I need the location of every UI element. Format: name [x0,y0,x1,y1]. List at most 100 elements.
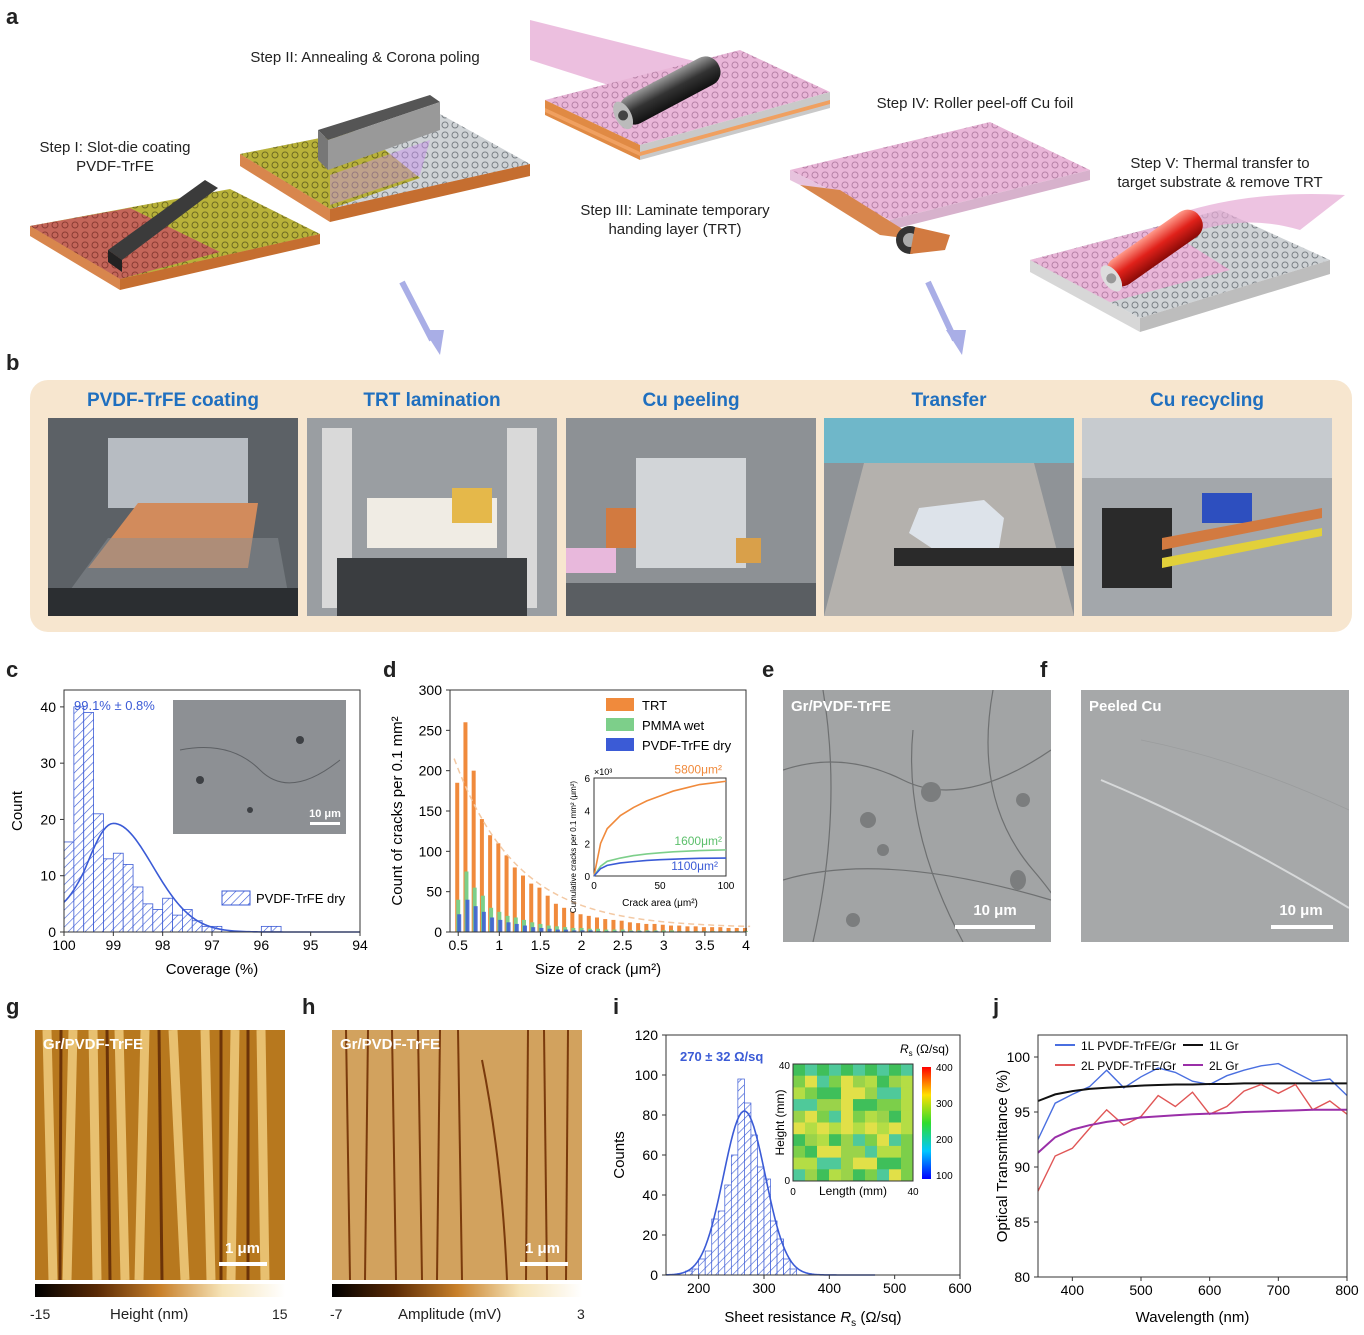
i-map-cell-1-4 [841,1075,854,1088]
i-map-cell-1-6 [865,1075,878,1088]
panel-label-a: a [6,4,19,29]
i-map-cell-9-9 [901,1169,914,1182]
photo-recycling [1082,418,1332,616]
i-map-cell-6-1 [805,1134,818,1147]
i-map-cell-0-7 [877,1064,890,1077]
g-scale-label: 1 μm [224,1240,261,1257]
i-map-cell-6-7 [877,1134,890,1147]
d-bar-2-6 [506,922,511,932]
c-bar-4 [103,858,114,933]
d-bar-0-24 [652,923,657,932]
j-legend-label-3: 2L Gr [1209,1059,1239,1073]
i-map-cell-6-3 [829,1134,842,1147]
i-map-cell-1-8 [889,1075,902,1088]
step1-line2: PVDF-TrFE [76,158,154,175]
i-ytick-label-0: 0 [650,1267,658,1283]
d-bar-2-4 [490,917,495,932]
i-map-ylabel: Height (mm) [773,1089,787,1155]
photo-coating [48,418,298,616]
c-bar-9 [152,909,164,933]
d-bar-0-9 [529,883,534,932]
d-xtick-label-3: 2 [578,937,586,953]
g-colorbar [35,1284,285,1297]
d-bar-2-1 [465,899,470,932]
i-map-cell-6-8 [889,1134,902,1147]
c-bar-7 [132,886,144,933]
c-ytick-label-4: 40 [40,699,56,715]
j-ytick-label-4: 100 [1007,1049,1031,1065]
i-map-cell-9-2 [817,1169,830,1182]
i-xtick-label-2: 400 [818,1280,842,1296]
i-cbar-tick-1: 300 [936,1099,953,1110]
step5-line1: Step V: Thermal transfer to [1130,155,1310,172]
h-cbar-title: Amplitude (mV) [398,1306,502,1323]
d-bar-1-26 [670,930,674,932]
e-label: Gr/PVDF-TrFE [791,698,892,715]
i-ytick-label-6: 120 [635,1027,659,1043]
d-bar-2-14 [572,930,577,932]
step5-line2: target substrate & remove TRT [1117,174,1323,191]
i-map-cell-3-3 [829,1099,842,1112]
i-bar-8 [737,1078,745,1276]
panel-label-g: g [6,994,20,1019]
i-map-cell-4-0 [793,1110,806,1123]
d-bar-0-5 [496,843,501,932]
d-bar-2-3 [481,911,486,932]
i-map-cell-6-4 [841,1134,854,1147]
i-map-cell-4-7 [877,1110,890,1123]
i-map-cell-3-5 [853,1099,866,1112]
i-map-cell-2-8 [889,1087,902,1100]
i-map-cell-3-0 [793,1099,806,1112]
i-map-cell-0-4 [841,1064,854,1077]
j-ytick-label-2: 90 [1014,1159,1030,1175]
d-bar-2-8 [523,925,527,932]
d-bar-1-19 [612,929,617,932]
f-scale-label: 10 μm [1279,902,1323,919]
i-map-cell-0-5 [853,1064,866,1077]
i-map-cell-0-6 [865,1064,878,1077]
i-map-cell-4-1 [805,1110,818,1123]
d-bar-0-17 [595,917,599,932]
i-xlabel-main: Sheet resistance [724,1309,840,1326]
step1-illustration [30,180,320,290]
f-label: Peeled Cu [1089,698,1162,715]
i-bar-13 [770,1220,778,1276]
photo-title-lamination: TRT lamination [363,390,501,411]
d-legend-label-0: TRT [642,698,667,713]
j-xtick-label-4: 800 [1335,1282,1359,1298]
c-xtick-label-0: 100 [52,937,76,953]
d-bar-0-33 [726,927,731,932]
d-xtick-label-4: 2.5 [613,937,633,953]
panel-label-e: e [762,657,775,682]
i-map-cell-8-1 [805,1157,818,1170]
i-map-cell-0-1 [805,1064,818,1077]
d-decay-curve [453,758,751,928]
d-bar-0-3 [479,819,484,932]
d-ytick-label-3: 150 [419,803,443,819]
c-xtick-label-5: 95 [303,937,319,953]
i-map-cell-4-6 [865,1110,878,1123]
i-map-cell-8-2 [817,1157,830,1170]
d-bar-2-12 [555,929,560,932]
i-annotation: 270 ± 32 Ω/sq [680,1049,763,1064]
d-bar-2-0 [457,914,462,932]
c-ytick-label-3: 30 [40,755,56,771]
h-cbar-min: -7 [330,1306,343,1322]
i-cbar-title-sub: s [909,1049,913,1058]
i-map-cell-3-8 [889,1099,902,1112]
h-scale-label: 1 μm [524,1240,561,1257]
d-bar-0-30 [701,927,706,932]
c-xtick-label-6: 94 [352,937,368,953]
i-cbar-tick-2: 200 [936,1135,953,1146]
j-ytick-label-1: 85 [1014,1214,1030,1230]
i-map-cell-4-3 [829,1110,842,1123]
i-map-cell-3-1 [805,1099,818,1112]
d-inset-xtick-0: 0 [591,881,597,892]
d-bar-2-9 [531,927,536,932]
c-ytick-label-0: 0 [48,924,56,940]
i-ytick-label-2: 40 [642,1187,658,1203]
d-bar-0-25 [660,924,665,932]
j-line-3 [1037,1108,1347,1154]
j-ytick-label-0: 80 [1014,1269,1030,1285]
